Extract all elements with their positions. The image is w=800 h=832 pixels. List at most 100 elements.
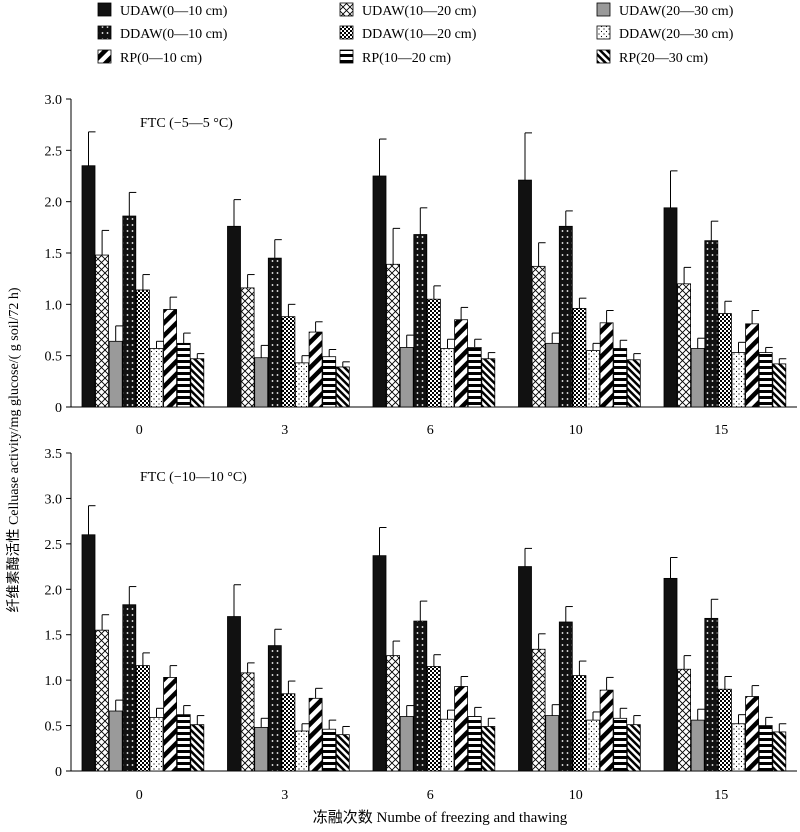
- bar: [704, 240, 719, 408]
- bar: [295, 730, 309, 772]
- bar: [572, 675, 587, 772]
- y-tick-label: 3.0: [45, 492, 63, 507]
- x-tick-label: 0: [136, 788, 143, 803]
- bar: [718, 688, 732, 772]
- bar: [149, 348, 164, 408]
- bar: [240, 287, 255, 408]
- bar: [399, 716, 414, 772]
- bar: [386, 263, 401, 408]
- legend-entry-label: RP(10—20 cm): [362, 51, 451, 66]
- legend-swatch: [97, 25, 112, 40]
- y-tick-label: 1.0: [45, 298, 63, 313]
- bar: [663, 577, 678, 772]
- legend-swatch: [596, 25, 611, 40]
- panel-annotation: FTC (−5—5 °C): [140, 116, 233, 131]
- bar: [599, 689, 614, 772]
- bar: [308, 331, 323, 408]
- bar: [240, 672, 255, 772]
- bar: [335, 734, 350, 772]
- y-tick-label: 0: [55, 765, 62, 780]
- legend-entry-label: DDAW(0—10 cm): [120, 27, 228, 42]
- bar: [322, 728, 337, 772]
- bar: [613, 348, 628, 408]
- bar: [267, 645, 282, 772]
- bar: [426, 298, 441, 408]
- x-tick-label: 15: [714, 423, 728, 438]
- bar: [386, 655, 401, 772]
- x-tick-label: 6: [427, 423, 434, 438]
- bar: [586, 719, 600, 772]
- bar: [399, 347, 414, 408]
- legend-swatch: [596, 49, 611, 64]
- bar: [599, 322, 614, 408]
- bar: [322, 356, 337, 408]
- legend-swatch: [339, 2, 354, 17]
- bar: [281, 693, 296, 772]
- bar: [586, 350, 600, 408]
- legend-entry-label: DDAW(10—20 cm): [362, 27, 477, 42]
- bar: [176, 714, 191, 772]
- bar: [440, 348, 455, 408]
- bar: [518, 179, 532, 408]
- bar: [163, 309, 178, 408]
- bar: [190, 358, 205, 408]
- y-tick-label: 1.5: [45, 629, 63, 644]
- bar: [413, 620, 428, 772]
- bar: [677, 283, 691, 408]
- bar: [281, 316, 296, 408]
- panel-annotation: FTC (−10—10 °C): [140, 470, 247, 485]
- legend-entry-label: RP(0—10 cm): [120, 51, 202, 66]
- bar: [122, 215, 137, 408]
- x-axis-label: 冻融次数 Numbe of freezing and thawing: [313, 808, 568, 826]
- legend-swatch: [339, 25, 354, 40]
- bar: [518, 566, 532, 772]
- y-tick-label: 0: [55, 401, 62, 416]
- bar: [531, 648, 546, 772]
- panel-ftc-minus5-5: 0 0.5 1.0 1.5 2.0 2.5 3.0 FTC (−5—5 °C) 0 3 6 10 15: [45, 93, 797, 438]
- legend-swatch: [596, 2, 611, 17]
- bar: [467, 347, 482, 408]
- y-tick-label: 2.5: [45, 144, 63, 159]
- x-tick-label: 3: [281, 788, 288, 803]
- legend-swatch: [97, 2, 112, 17]
- x-tick-label: 15: [714, 788, 728, 803]
- bar: [772, 731, 787, 772]
- y-tick-label: 2.0: [45, 196, 63, 211]
- bar: [254, 726, 269, 772]
- bar: [558, 225, 573, 408]
- bar: [440, 718, 455, 772]
- bar: [149, 716, 164, 772]
- bar: [663, 207, 678, 408]
- legend-swatch: [339, 49, 354, 64]
- bar: [481, 358, 496, 408]
- legend-swatch: [97, 49, 112, 64]
- bar: [135, 289, 150, 408]
- x-tick-label: 0: [136, 423, 143, 438]
- legend: UDAW(0—10 cm) UDAW(10—20 cm) UDAW(20—30 cm…: [97, 2, 734, 66]
- bar: [372, 175, 387, 408]
- bar: [426, 666, 441, 772]
- y-axis-label: 纤维素酶活性 Celluase activity/mg glucose/( g …: [6, 287, 22, 612]
- bar: [454, 686, 469, 772]
- y-tick-label: 3.5: [45, 447, 63, 462]
- bar: [267, 257, 282, 408]
- y-tick-label: 0.5: [45, 350, 63, 365]
- x-tick-label: 6: [427, 788, 434, 803]
- bar: [108, 340, 123, 408]
- bar: [135, 665, 150, 772]
- legend-entry-label: DDAW(20—30 cm): [619, 27, 734, 42]
- bar: [718, 313, 732, 408]
- legend-entry-label: RP(20—30 cm): [619, 51, 708, 66]
- bar: [95, 629, 109, 772]
- bar: [704, 617, 719, 772]
- bar: [295, 362, 309, 408]
- y-tick-label: 0.5: [45, 720, 63, 735]
- bar: [122, 604, 137, 772]
- bar: [335, 366, 350, 408]
- bar: [690, 719, 705, 772]
- bar: [227, 616, 241, 772]
- bar: [531, 265, 546, 408]
- bar: [467, 716, 482, 772]
- bar: [545, 342, 560, 408]
- bar: [626, 359, 641, 408]
